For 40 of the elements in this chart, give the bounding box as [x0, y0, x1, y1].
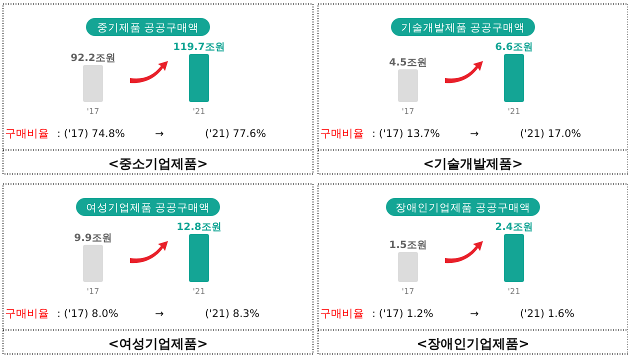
x-tick-label: '17	[402, 107, 414, 116]
x-tick-label: '21	[192, 287, 206, 296]
chart-title: 장애인기업제품 공공구매액	[395, 202, 531, 214]
text: 구매비율	[5, 307, 49, 320]
x-axis-title: <장애인기업제품>	[416, 337, 530, 352]
text: →	[155, 308, 164, 320]
text: →	[155, 128, 164, 140]
data-label: 12.8조원	[176, 222, 222, 233]
x-axis-title: <중소기업제품>	[108, 157, 208, 172]
text: →	[470, 308, 479, 320]
data-label: 6.6조원	[495, 42, 533, 53]
text: ('21) 77.6%	[205, 128, 266, 140]
text: →	[470, 128, 479, 140]
x-tick-label: '21	[508, 107, 520, 116]
text: : ('17) 1.2%	[372, 308, 434, 320]
text: : ('17) 74.8%	[57, 128, 126, 140]
text: 구매비율	[320, 127, 364, 140]
data-label: 119.7조원	[173, 42, 225, 53]
text: : ('17) 13.7%	[372, 128, 440, 140]
x-tick-label: '21	[192, 107, 206, 116]
data-label: 92.2조원	[70, 53, 116, 64]
x-axis-title: <기술개발제품>	[423, 157, 523, 172]
text: ('21) 1.6%	[520, 308, 574, 320]
x-tick-label: '17	[86, 287, 100, 296]
data-label: 9.9조원	[74, 232, 112, 244]
data-label: 2.4조원	[495, 222, 533, 233]
x-axis-title: <여성기업제품>	[108, 337, 208, 352]
text: ('21) 17.0%	[520, 128, 582, 140]
text: : ('17) 8.0%	[57, 308, 118, 320]
chart-title: 여성기업제품 공공구매액	[86, 202, 210, 214]
text: ('21) 8.3%	[205, 308, 260, 320]
chart-title: 중기제품 공공구매액	[96, 22, 200, 34]
x-tick-label: '17	[86, 107, 100, 116]
chart-title: 기술개발제품 공공구매액	[400, 22, 526, 34]
x-tick-label: '21	[508, 287, 520, 296]
text: 구매비율	[5, 127, 49, 140]
x-tick-label: '17	[402, 287, 414, 296]
data-label: 4.5조원	[389, 57, 427, 68]
text: 구매비율	[320, 307, 364, 320]
data-label: 1.5조원	[389, 240, 427, 251]
